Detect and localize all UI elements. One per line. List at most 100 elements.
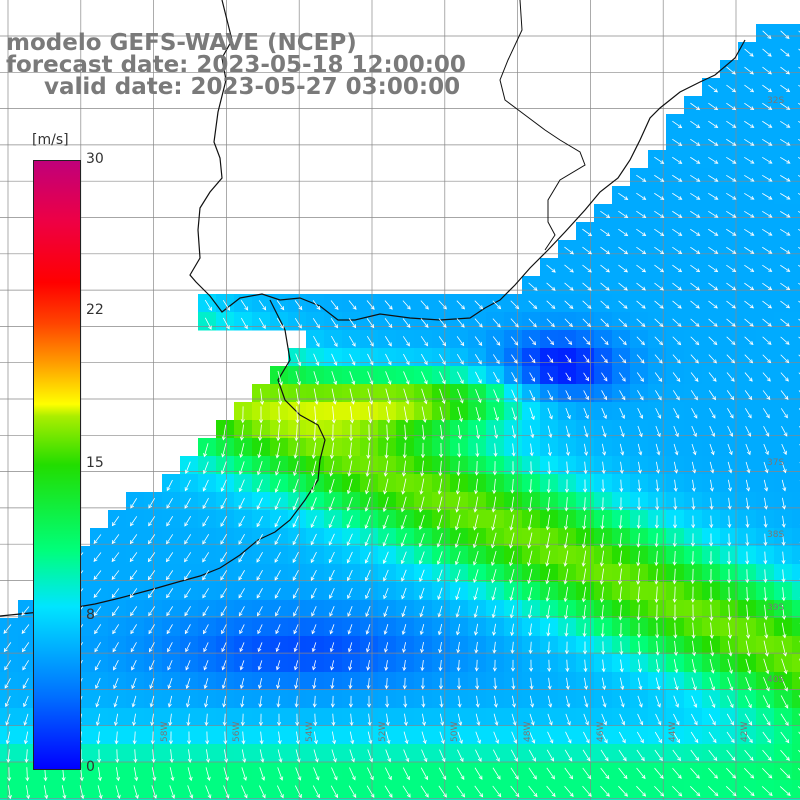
wind-arrow <box>728 497 731 510</box>
wind-arrowhead <box>620 433 625 438</box>
wind-arrow <box>565 695 570 707</box>
wind-arrowhead <box>280 324 284 329</box>
wind-arrowhead <box>747 414 752 419</box>
wind-arrowhead <box>386 419 391 424</box>
wind-arrow <box>618 300 628 309</box>
wind-arrow <box>311 587 317 599</box>
wind-arrow <box>310 515 317 528</box>
wind-arrowhead <box>310 558 315 564</box>
wind-arrow <box>726 156 736 164</box>
wind-arrowhead <box>149 703 154 708</box>
wind-arrowhead <box>220 558 225 563</box>
wind-arrowhead <box>439 435 444 441</box>
wind-arrow <box>780 318 790 327</box>
wind-arrowhead <box>690 580 695 585</box>
wind-arrowhead <box>294 684 299 690</box>
wind-arrowhead <box>95 703 100 708</box>
wind-arrow <box>762 695 770 708</box>
wind-arrowhead <box>316 793 320 799</box>
wind-arrow <box>528 568 533 584</box>
wind-arrow <box>654 192 664 200</box>
wind-arrowhead <box>257 666 262 671</box>
wind-arrow <box>366 642 371 652</box>
wind-arrow <box>726 282 736 291</box>
wind-arrow <box>220 570 228 581</box>
wind-arrowhead <box>513 739 518 744</box>
wind-speed-cell <box>792 492 800 511</box>
wind-arrow <box>330 460 335 476</box>
wind-arrow <box>386 713 389 726</box>
wind-arrow <box>779 767 791 779</box>
wind-arrowhead <box>403 703 408 708</box>
wind-arrowhead <box>746 469 751 474</box>
wind-arrowhead <box>711 703 716 709</box>
wind-arrow <box>637 568 640 585</box>
wind-arrowhead <box>564 507 569 512</box>
wind-arrowhead <box>330 437 335 442</box>
wind-arrowhead <box>132 740 137 745</box>
wind-arrow <box>781 622 786 638</box>
wind-arrowhead <box>729 432 734 437</box>
wind-arrow <box>492 300 501 309</box>
wind-arrowhead <box>292 594 297 599</box>
wind-arrowhead <box>455 631 460 636</box>
wind-arrowhead <box>727 579 732 584</box>
wind-arrowhead <box>220 470 225 475</box>
wind-arrow <box>4 660 12 670</box>
wind-arrowhead <box>296 400 301 405</box>
wind-arrowhead <box>458 721 463 726</box>
wind-arrowhead <box>460 341 465 347</box>
wind-arrow <box>314 424 316 441</box>
wind-arrowhead <box>202 612 207 617</box>
wind-arrow <box>133 713 136 726</box>
wind-arrowhead <box>257 454 262 459</box>
wind-arrowhead <box>693 721 698 726</box>
wind-arrowhead <box>256 594 261 599</box>
wind-arrow <box>744 264 754 272</box>
wind-arrow <box>420 623 425 635</box>
wind-speed-cell <box>792 402 800 421</box>
wind-arrowhead <box>332 740 337 745</box>
wind-arrowhead <box>551 775 555 780</box>
wind-arrowhead <box>587 792 592 797</box>
wind-arrow <box>655 695 661 708</box>
wind-arrow <box>26 767 28 781</box>
wind-arrow <box>566 461 569 474</box>
wind-arrow <box>672 264 682 273</box>
wind-arrowhead <box>149 684 154 690</box>
wind-arrowhead <box>659 341 664 346</box>
wind-arrowhead <box>292 488 297 494</box>
wind-speed-cell <box>756 798 775 800</box>
wind-arrowhead <box>130 630 135 635</box>
wind-arrow <box>618 318 627 327</box>
wind-arrow <box>295 695 298 707</box>
wind-arrow <box>206 749 209 763</box>
wind-arrowhead <box>258 721 263 727</box>
wind-arrow <box>727 677 733 691</box>
wind-arrowhead <box>514 341 519 346</box>
wind-arrow <box>21 606 30 616</box>
wind-arrow <box>690 336 699 345</box>
wind-arrowhead <box>384 685 389 690</box>
colorbar-tick-15: 15 <box>86 455 104 471</box>
wind-arrow <box>476 443 478 457</box>
wind-arrowhead <box>298 324 302 329</box>
wind-arrowhead <box>479 305 484 310</box>
wind-arrow <box>347 551 353 563</box>
wind-arrow <box>21 624 30 634</box>
wind-arrow <box>329 606 335 617</box>
wind-arrow <box>655 550 658 566</box>
wind-arrowhead <box>566 721 571 726</box>
wind-arrowhead <box>147 558 152 563</box>
wind-arrowhead <box>278 381 283 386</box>
wind-arrowhead <box>473 596 478 601</box>
wind-arrow <box>277 388 281 405</box>
wind-arrow <box>277 767 283 781</box>
wind-arrow <box>511 731 517 744</box>
wind-arrowhead <box>348 666 353 671</box>
wind-arrow <box>168 695 173 707</box>
wind-arrowhead <box>656 432 661 438</box>
wind-arrow <box>260 388 263 405</box>
wind-arrow <box>4 677 11 689</box>
wind-arrowhead <box>474 649 479 654</box>
